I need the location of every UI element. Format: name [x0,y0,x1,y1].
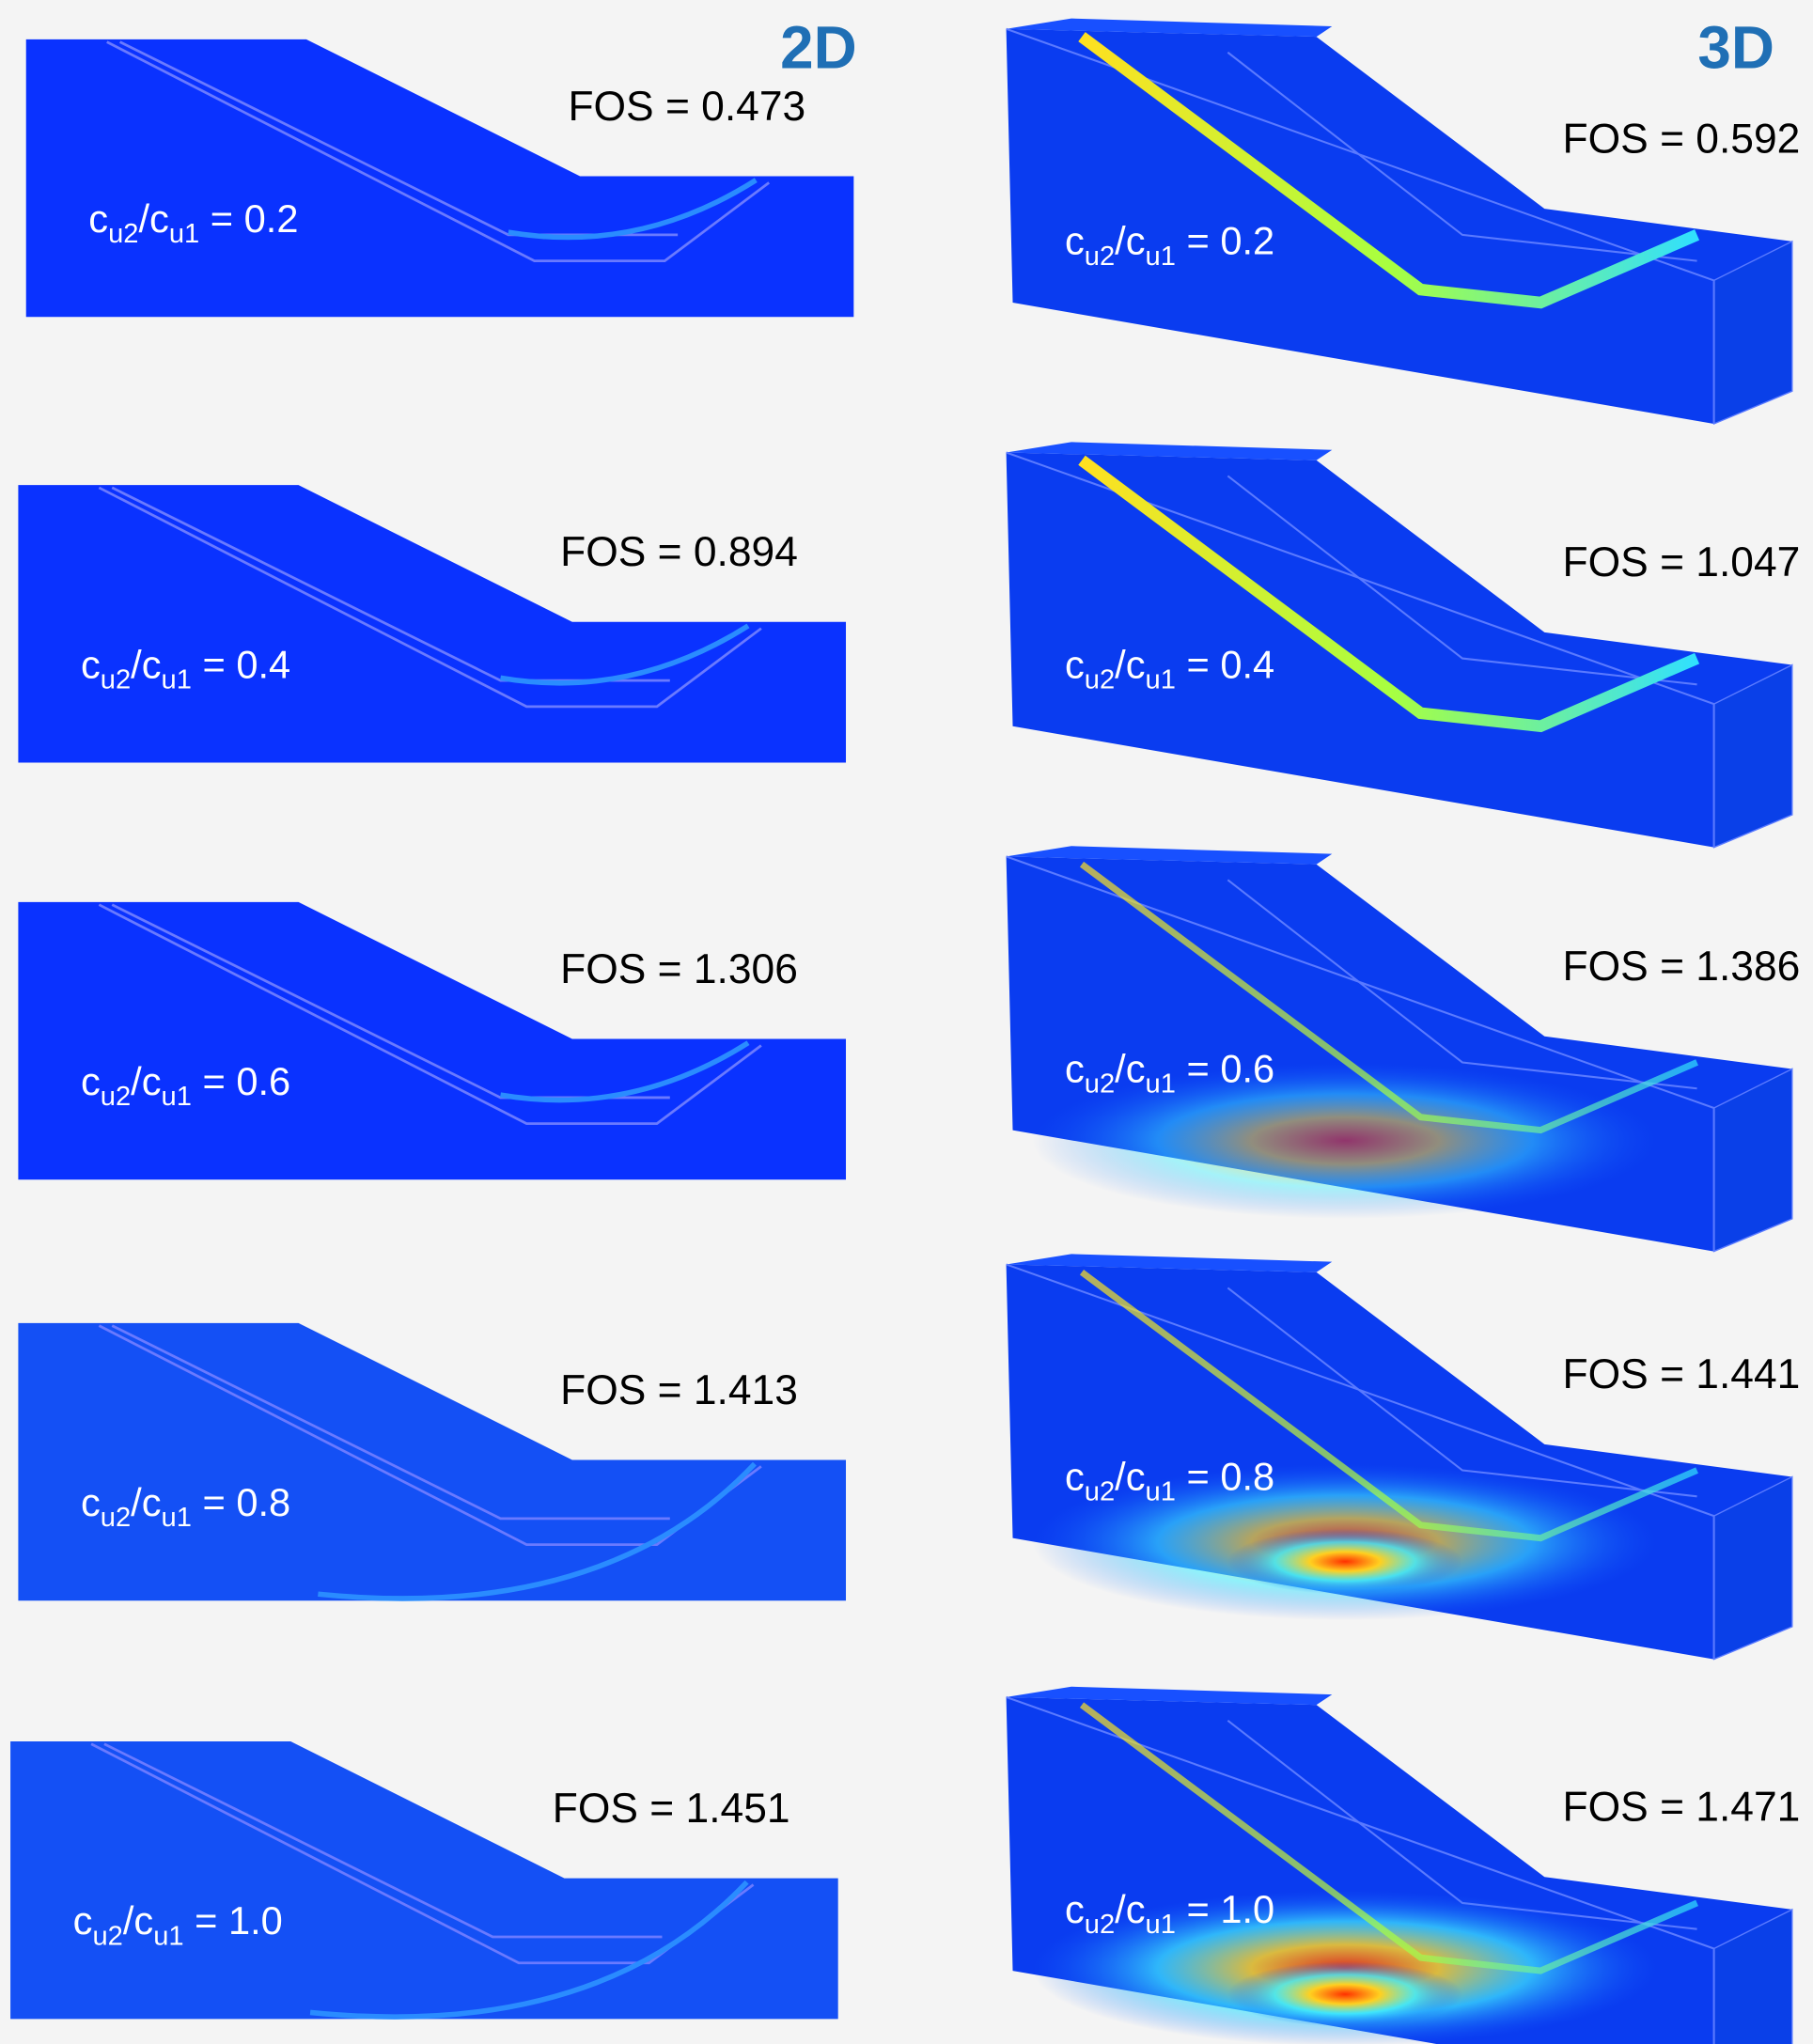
ratio-text: c [1065,219,1085,263]
ratio-text: = 0.8 [1176,1454,1274,1498]
hot-spot [1227,1961,1462,2026]
subscript: u2 [1085,1476,1115,1506]
ratio-text: /c [1115,1887,1145,1931]
ratio-text: /c [131,642,161,686]
subscript: u1 [162,1503,192,1533]
slope-body [10,1741,838,2019]
ratio-text: c [88,196,108,241]
ratio-text: c [81,1480,101,1524]
subscript: u1 [162,1082,192,1112]
slope-body [18,485,846,762]
subscript: u1 [162,664,192,694]
fos-label: FOS = 1.047 [1563,539,1801,585]
ratio-text: = 1.0 [1176,1887,1274,1931]
page: 2D 3D FOS = 0.473cu2/cu1 = 0.2FOS = 0.89… [0,0,1813,2044]
panel-3d: FOS = 1.471 cu2/cu1 = 1.0 [1007,1687,1801,2044]
subscript: u1 [153,1921,183,1951]
ratio-text: = 0.8 [192,1480,290,1524]
ratio-text: c [81,1059,101,1103]
fos-label: FOS = 1.386 [1563,944,1801,990]
panel-2d: FOS = 0.894 cu2/cu1 = 0.4 [18,485,846,762]
fos-label: FOS = 1.413 [560,1367,798,1413]
subscript: u2 [1085,1069,1115,1099]
fos-label: FOS = 1.451 [553,1786,790,1832]
fos-label: FOS = 1.306 [560,946,798,992]
ratio-text: = 0.6 [192,1059,290,1103]
fos-label: FOS = 0.894 [560,529,798,575]
ratio-text: = 0.2 [1176,219,1274,263]
ratio-text: c [73,1898,93,1943]
panel-3d: FOS = 1.441 cu2/cu1 = 0.8 [1007,1254,1801,1659]
ratio-text: c [1065,1046,1085,1090]
panel-3d: FOS = 0.592 cu2/cu1 = 0.2 [1007,19,1801,424]
panel-3d: FOS = 1.047 cu2/cu1 = 0.4 [1007,442,1801,847]
hot-spot [1227,1529,1462,1594]
subscript: u1 [1146,1069,1176,1099]
ratio-text: /c [1115,1046,1145,1090]
subscript: u2 [101,1503,131,1533]
subscript: u1 [1146,1910,1176,1940]
ratio-text: = 0.2 [199,196,298,241]
fos-label: FOS = 1.471 [1563,1785,1801,1831]
fos-label: FOS = 1.441 [1563,1351,1801,1397]
subscript: u2 [101,664,131,694]
slope-body [26,39,854,317]
ratio-text: c [1065,1887,1085,1931]
ratio-text: /c [1115,219,1145,263]
ratio-text: /c [1115,642,1145,686]
subscript: u2 [1085,242,1115,272]
header-3d: 3D [1697,14,1774,82]
panel-3d: FOS = 1.386 cu2/cu1 = 0.6 [1007,846,1801,1251]
figure: 2D 3D FOS = 0.473cu2/cu1 = 0.2FOS = 0.89… [0,0,1813,2044]
ratio-text: = 0.4 [1176,642,1274,686]
subscript: u2 [92,1921,122,1951]
subscript: u2 [1085,664,1115,694]
panel-2d: FOS = 1.413 cu2/cu1 = 0.8 [18,1323,846,1600]
subscript: u1 [1146,664,1176,694]
subscript: u1 [169,219,199,249]
subscript: u2 [101,1082,131,1112]
ratio-text: /c [123,1898,153,1943]
subscript: u2 [108,219,138,249]
panel-2d: FOS = 0.473 cu2/cu1 = 0.2 [26,39,854,317]
fos-label: FOS = 0.592 [1563,117,1801,163]
ratio-text: /c [1115,1454,1145,1498]
fos-label: FOS = 0.473 [568,84,805,130]
ratio-text: /c [131,1480,161,1524]
header-2d: 2D [780,14,857,82]
subscript: u2 [1085,1910,1115,1940]
ratio-text: c [1065,1454,1085,1498]
ratio-text: c [1065,642,1085,686]
subscript: u1 [1146,1476,1176,1506]
ratio-text: /c [131,1059,161,1103]
slope-body [18,902,846,1179]
ratio-text: c [81,642,101,686]
ratio-text: = 0.6 [1176,1046,1274,1090]
ratio-text: /c [138,196,168,241]
slope-body [18,1323,846,1600]
panel-2d: FOS = 1.451 cu2/cu1 = 1.0 [10,1741,838,2019]
panel-2d: FOS = 1.306 cu2/cu1 = 0.6 [18,902,846,1179]
ratio-text: = 0.4 [192,642,290,686]
subscript: u1 [1146,242,1176,272]
ratio-text: = 1.0 [184,1898,283,1943]
